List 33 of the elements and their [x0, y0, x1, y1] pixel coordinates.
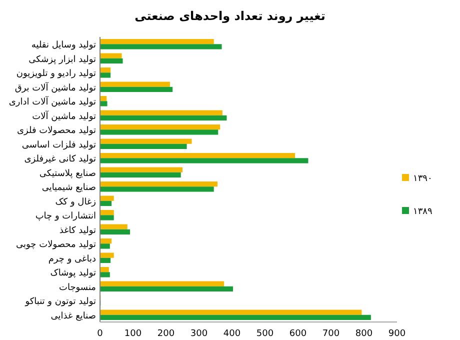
ytick: تولید محصولات فلزی — [16, 126, 96, 136]
title: تغییر روند تعداد واحدهای صنعتی — [134, 9, 326, 23]
xtick: 200 — [157, 329, 175, 339]
xtick: 600 — [289, 329, 307, 339]
xtick: 700 — [322, 329, 340, 339]
ytick: تولید کاغذ — [59, 226, 96, 236]
ytick: تولید ماشین آلات برق — [14, 83, 96, 94]
ytick: تولید توتون و تنباکو — [25, 297, 96, 308]
xtick: 800 — [355, 329, 373, 339]
ytick: دباغی و چرم — [48, 254, 96, 264]
xtick: 400 — [223, 329, 241, 339]
xtick: 100 — [124, 329, 142, 339]
ytick: تولید ماشین آلات اداری — [8, 98, 96, 108]
legend-label: ۱۳۸۹ — [413, 207, 432, 217]
ytick: زغال و کک — [55, 197, 96, 208]
ytick: تولید ابزار پزشکی — [28, 54, 96, 65]
ytick: تولید محصولات چوبی — [16, 240, 96, 250]
xtick: 500 — [256, 329, 274, 339]
ytick: تولید فلزات اساسی — [22, 140, 96, 150]
ytick: صنایع شیمیایی — [42, 183, 96, 194]
legend-label: ۱۳۹۰ — [413, 174, 432, 184]
ytick: صنایع غذایی — [50, 311, 96, 322]
xtick: 900 — [388, 329, 406, 339]
xtick: 0 — [97, 329, 103, 339]
ytick: انتشارات و چاپ — [35, 212, 96, 222]
ytick: منسوجات — [59, 282, 96, 293]
ytick: تولید وسایل نقلیه — [31, 40, 96, 51]
ytick: تولید پوشاک — [50, 268, 96, 279]
ytick: تولید کانی غیرفلزی — [24, 154, 96, 165]
xtick: 300 — [190, 329, 208, 339]
ytick: صنایع پلاستیکی — [39, 168, 96, 179]
ytick: تولید ماشین آلات — [32, 112, 96, 122]
ytick: تولید رادیو و تلویزیون — [16, 69, 96, 80]
